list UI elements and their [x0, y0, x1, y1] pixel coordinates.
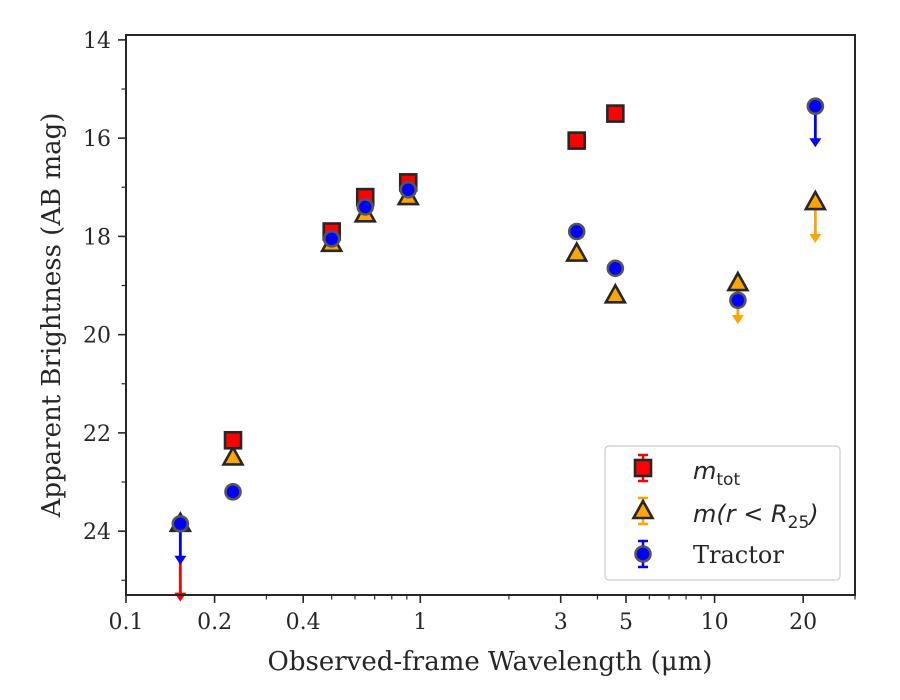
legend: mtot m(r < R25) Tractor [604, 445, 841, 581]
plot-frame [125, 34, 856, 596]
legend-entry-mtot: mtot [633, 453, 740, 490]
legend-entry-m-r25: m(r < R25) [631, 496, 819, 533]
legend-label-mtot: mtot [693, 457, 740, 490]
x-tick-label: 0.2 [197, 610, 232, 635]
axis-ticks: 0.1 0.2 0.4 1 3 5 10 20 14 16 18 20 22 24 [83, 29, 856, 635]
upper-limit-arrow-head [809, 234, 822, 244]
upper-limit-arrow-head [174, 555, 187, 565]
data-point-m-tot [606, 104, 625, 123]
legend-marker-circle [634, 539, 652, 569]
legend-marker-shape [633, 458, 653, 478]
upper-limit-arrow-head [809, 138, 822, 148]
data-point-m-r-r25 [726, 270, 750, 292]
legend-marker-shape [634, 545, 652, 563]
legend-marker-square [633, 453, 653, 483]
legend-frame [604, 445, 841, 581]
x-axis-label: Observed-frame Wavelength (μm) [268, 647, 713, 677]
data-point-m-r-r25 [603, 282, 628, 304]
y-tick-label: 18 [83, 225, 111, 250]
data-point-m-tot [223, 430, 243, 450]
legend-label-m-r25: m(r < R25) [693, 500, 819, 533]
x-tick-label: 0.4 [286, 610, 321, 635]
data-points [168, 97, 828, 602]
y-tick-label: 20 [83, 324, 111, 349]
y-tick-label: 24 [83, 520, 111, 545]
legend-marker-triangle [631, 496, 655, 526]
data-point-m-r-r25 [564, 240, 589, 262]
data-point-m-tot [567, 131, 587, 150]
y-tick-label: 16 [83, 127, 111, 152]
data-point-m-r-r25 [221, 444, 245, 466]
upper-limit-arrow-head [174, 592, 187, 602]
x-tick-label: 20 [789, 610, 817, 635]
upper-limit-arrow-head [731, 315, 744, 325]
x-tick-label: 1 [413, 610, 427, 635]
x-tick-label: 5 [619, 610, 633, 635]
legend-label-tractor: Tractor [693, 541, 784, 569]
y-axis-label: Apparent Brightness (AB mag) [37, 113, 67, 519]
y-tick-label: 14 [83, 29, 111, 54]
data-point-m-r-r25 [803, 189, 828, 211]
y-tick-label: 22 [83, 422, 111, 447]
x-tick-label: 0.1 [109, 610, 144, 635]
legend-entry-tractor: Tractor [634, 539, 784, 569]
legend-marker-shape [631, 498, 655, 520]
x-tick-label: 3 [554, 610, 568, 635]
x-tick-label: 10 [701, 610, 729, 635]
